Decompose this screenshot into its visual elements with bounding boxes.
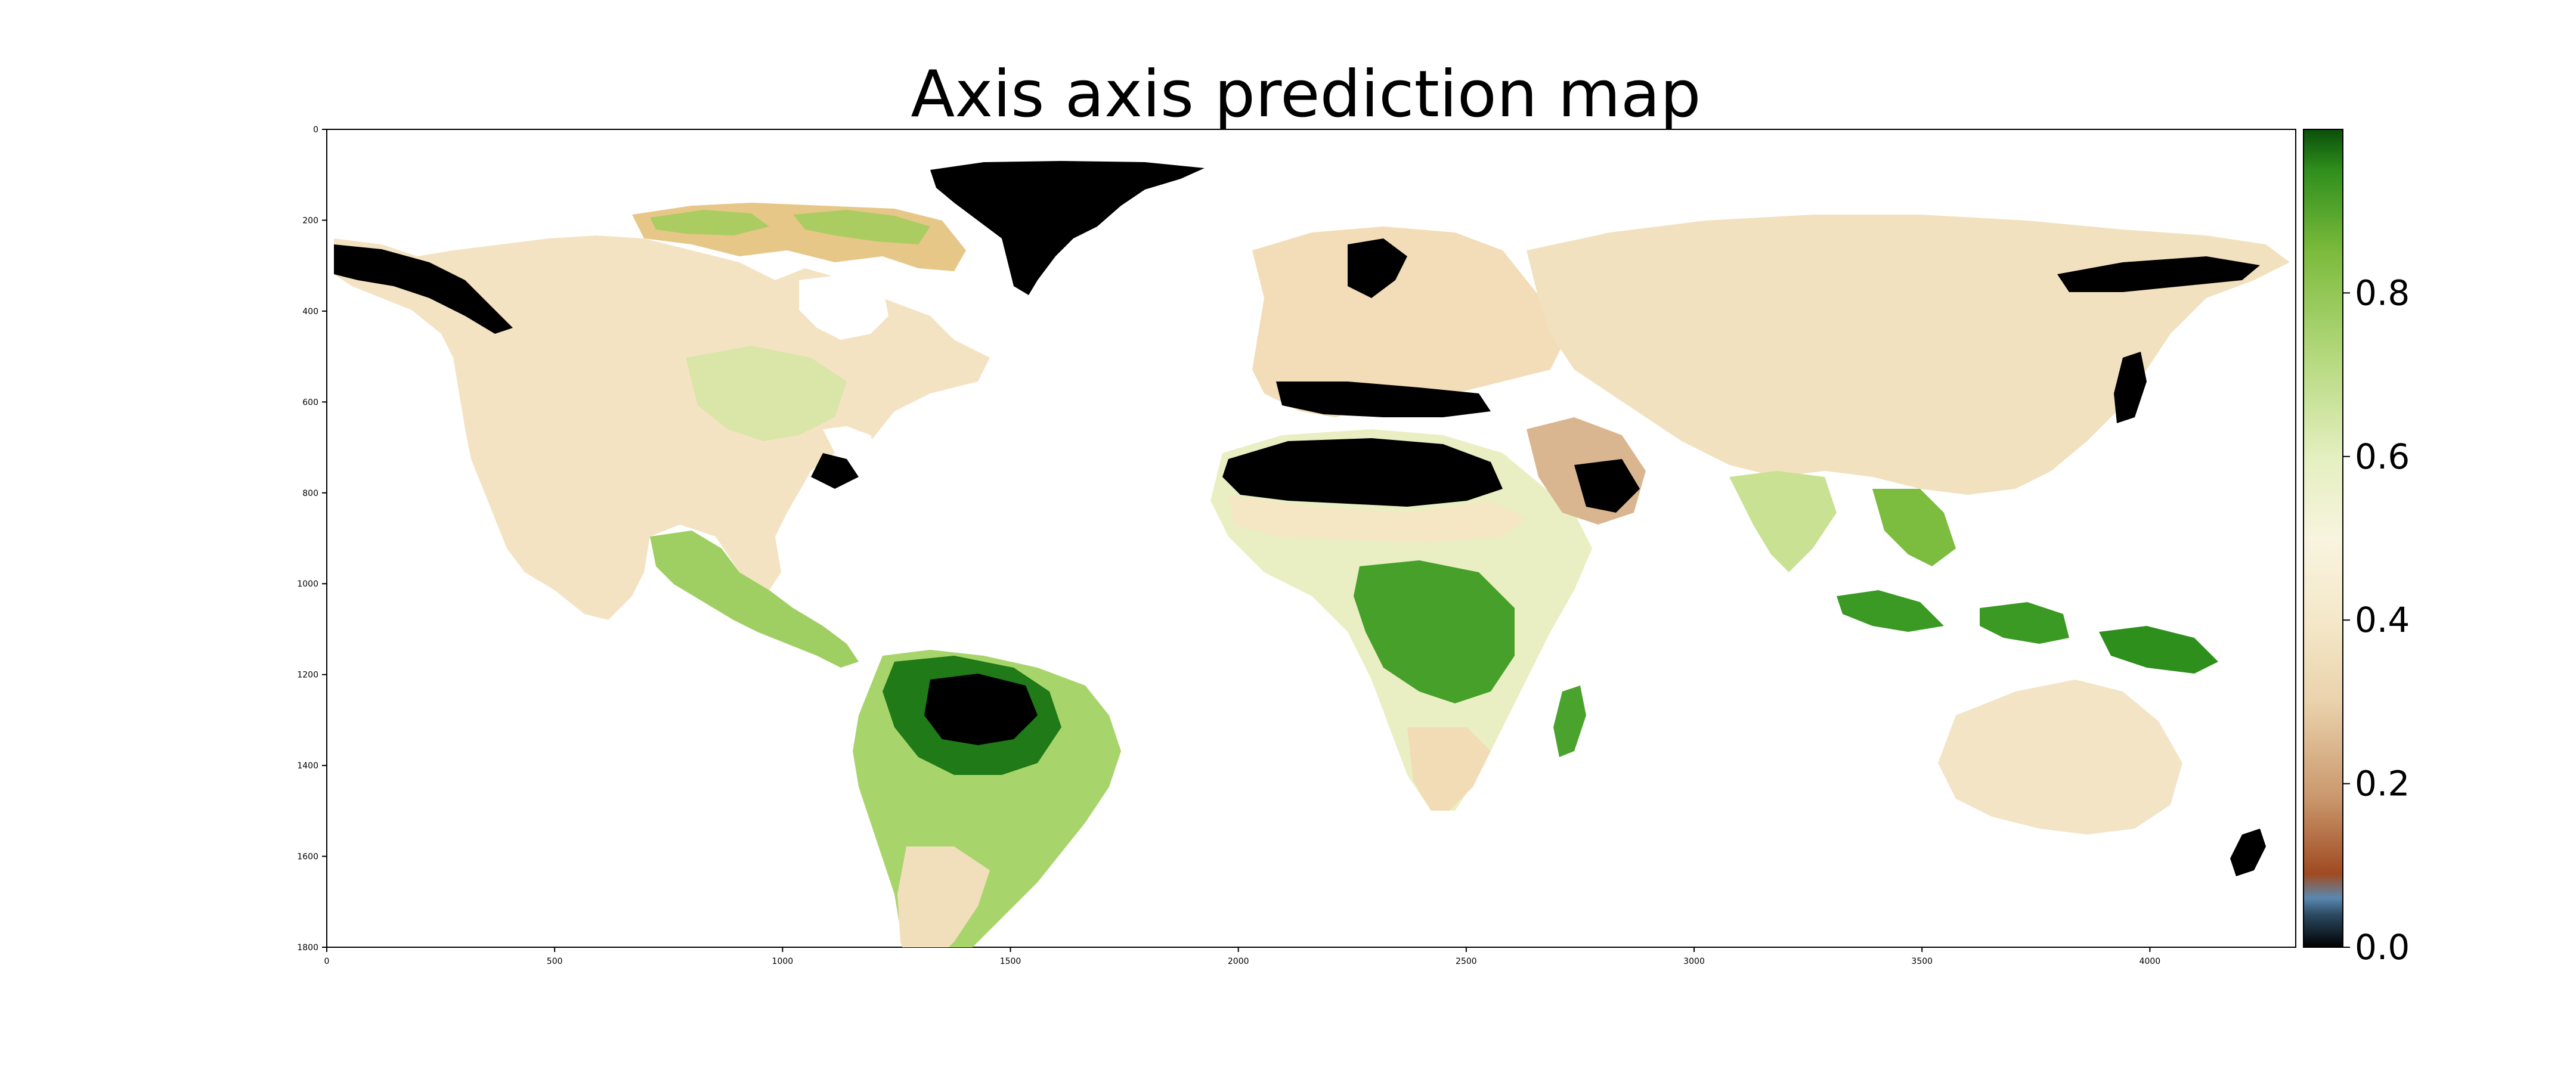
colorbar-ticks: 0.0 0.2 0.4 0.6 0.8 (2343, 272, 2410, 967)
colorbar-tick-label: 0.2 (2355, 764, 2410, 804)
scandinavia-nodata (1348, 238, 1407, 298)
sahel-beige (1228, 495, 1527, 542)
hudson-bay-shape (799, 274, 888, 340)
x-tick-label: 2000 (1228, 957, 1249, 966)
x-tick-label: 3000 (1683, 957, 1705, 966)
europe-shape (1252, 227, 1562, 417)
colorbar-tick-label: 0.4 (2355, 600, 2410, 640)
colorbar-frame (2303, 129, 2343, 948)
x-tick-label: 3500 (1911, 957, 1933, 966)
map-title: Axis axis prediction map (911, 57, 1701, 132)
india-shape (1729, 471, 1837, 572)
y-tick-label: 1400 (297, 761, 318, 771)
mediterranean-nodata (1276, 382, 1491, 417)
greenland-shape (930, 161, 1205, 295)
indonesia-shape (1837, 590, 2069, 644)
map-plot-area: 0 500 1000 1500 2000 2500 3000 3500 4000 0 200 400… (297, 125, 2296, 966)
arctic-islands-green (650, 210, 930, 244)
new-zealand-shape (2230, 829, 2266, 876)
southern-africa-beige (1407, 727, 1491, 811)
x-tick-label: 2500 (1456, 957, 1477, 966)
land-layer (334, 161, 2290, 947)
japan-shape (2114, 352, 2147, 423)
x-tick-label: 4000 (2140, 957, 2161, 966)
y-tick-label: 800 (302, 489, 318, 498)
madagascar-shape (1553, 686, 1586, 757)
south-america-south-shape (897, 846, 990, 947)
north-america-east-green (686, 346, 847, 441)
y-tick-label: 1800 (297, 943, 318, 953)
y-tick-label: 1200 (297, 671, 318, 680)
na-east-coast-nodata (811, 453, 859, 489)
congo-forest (1354, 560, 1515, 703)
x-tick-label: 1000 (772, 957, 794, 966)
colorbar-tick-label: 0.6 (2355, 436, 2410, 477)
central-america-shape (650, 531, 859, 668)
y-tick-label: 1600 (297, 852, 318, 862)
y-axis-ticks: 0 200 400 600 800 1000 1200 1400 1600 1800 (297, 125, 327, 953)
sahara-nodata (1222, 438, 1503, 507)
x-tick-label: 0 (324, 957, 330, 966)
x-tick-label: 500 (547, 957, 563, 966)
colorbar-gradient (2303, 129, 2343, 947)
amazon-nodata (924, 674, 1038, 745)
papua-shape (2099, 626, 2218, 674)
australia-shape (1938, 680, 2182, 835)
southeast-asia-shape (1872, 489, 1956, 566)
y-tick-label: 400 (302, 307, 318, 317)
x-axis-ticks: 0 500 1000 1500 2000 2500 3000 3500 4000 (324, 947, 2161, 966)
arabia-nodata (1574, 459, 1640, 513)
x-tick-label: 1500 (1000, 957, 1021, 966)
alaska-nodata-shape (334, 244, 513, 334)
y-tick-label: 0 (313, 125, 318, 135)
colorbar: 0.0 0.2 0.4 0.6 0.8 (2303, 129, 2410, 967)
y-tick-label: 200 (302, 216, 318, 225)
colorbar-tick-label: 0.8 (2355, 272, 2410, 313)
colorbar-tick-label: 0.0 (2355, 927, 2410, 967)
great-lakes-shape (823, 426, 877, 459)
siberia-nodata (2057, 256, 2260, 292)
y-tick-label: 600 (302, 398, 318, 407)
y-tick-label: 1000 (297, 579, 318, 589)
